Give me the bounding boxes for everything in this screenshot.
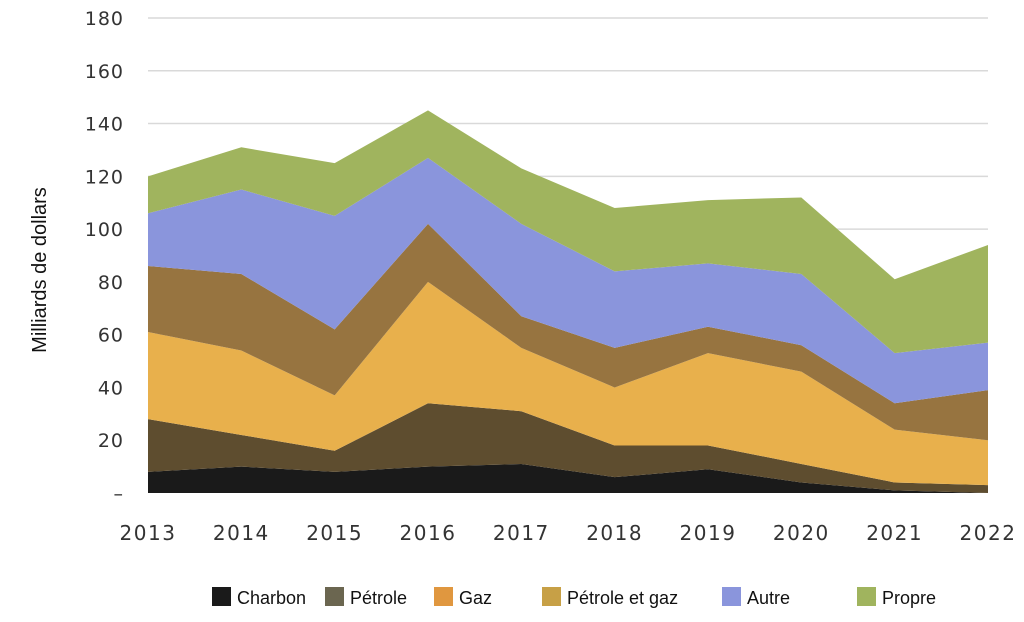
x-tick-label: 2021 [866, 521, 923, 545]
x-tick-label: 2015 [306, 521, 363, 545]
x-tick-label: 2013 [120, 521, 177, 545]
y-tick-label: 60 [98, 325, 124, 347]
legend-label: Autre [747, 588, 790, 608]
legend-item: Propre [857, 587, 936, 608]
area-gaz [148, 281, 988, 486]
y-tick-label: 140 [85, 114, 124, 136]
legend-swatch [857, 587, 876, 606]
y-tick-label: 120 [85, 166, 124, 188]
legend-label: Pétrole et gaz [567, 588, 678, 608]
legend-label: Propre [882, 588, 936, 608]
area-propre [148, 110, 988, 354]
x-tick-label: 2019 [680, 521, 737, 545]
x-tick-label: 2014 [213, 521, 270, 545]
y-axis: – 20 40 60 80 100 120 140 160 180 [85, 8, 125, 505]
legend-label: Pétrole [350, 588, 407, 608]
legend-swatch [325, 587, 344, 606]
y-tick-label: 40 [98, 377, 124, 399]
legend-swatch [542, 587, 561, 606]
legend-label: Gaz [459, 588, 492, 608]
legend-item: Charbon [212, 587, 306, 608]
legend-item: Pétrole et gaz [542, 587, 678, 608]
area-autre [148, 157, 988, 404]
y-tick-label: – [114, 483, 125, 505]
legend-item: Pétrole [325, 587, 407, 608]
legend-swatch [722, 587, 741, 606]
legend-swatch [434, 587, 453, 606]
legend-label: Charbon [237, 588, 306, 608]
y-tick-label: 100 [85, 219, 124, 241]
area-series [148, 110, 988, 493]
x-tick-label: 2018 [586, 521, 643, 545]
x-axis: 2013 2014 2015 2016 2017 2018 2019 2020 2021 2022 [120, 521, 1017, 545]
x-tick-label: 2016 [400, 521, 457, 545]
legend-item: Gaz [434, 587, 492, 608]
area-charbon [148, 463, 988, 493]
x-tick-label: 2017 [493, 521, 550, 545]
x-tick-label: 2022 [960, 521, 1017, 545]
x-tick-label: 2020 [773, 521, 830, 545]
y-axis-label: Milliards de dollars [29, 187, 51, 353]
y-tick-label: 80 [98, 272, 124, 294]
y-tick-label: 20 [98, 430, 124, 452]
area-petrole [148, 403, 988, 493]
y-tick-label: 180 [85, 8, 124, 30]
legend-swatch [212, 587, 231, 606]
legend: Charbon Pétrole Gaz Pétrole et gaz Autre Prop… [212, 587, 936, 608]
legend-item: Autre [722, 587, 790, 608]
y-tick-label: 160 [85, 61, 124, 83]
